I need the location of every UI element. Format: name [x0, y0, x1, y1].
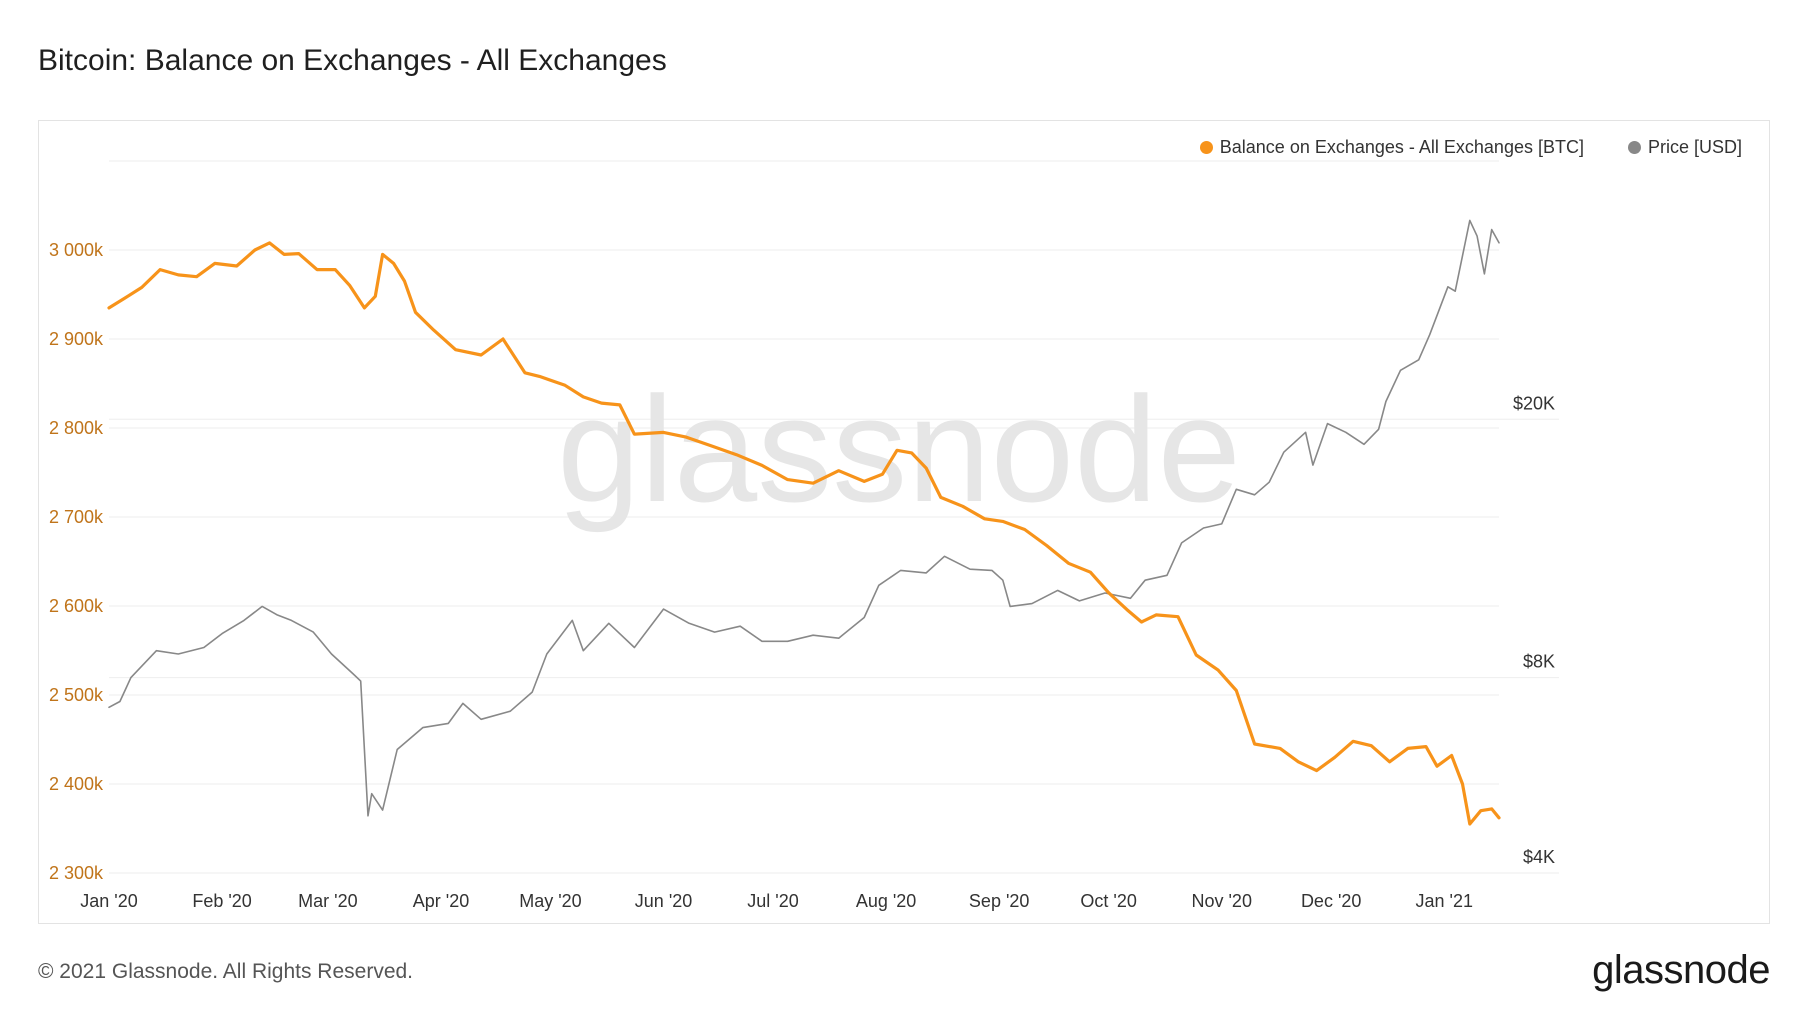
x-tick-label: Sep '20: [969, 891, 1030, 911]
legend-label-balance: Balance on Exchanges - All Exchanges [BT…: [1219, 137, 1584, 157]
page-title: Bitcoin: Balance on Exchanges - All Exch…: [38, 44, 667, 77]
legend-dot-balance: [1199, 141, 1213, 154]
chart: glassnode 2 300k 2 400k 2 500k 2 600k 2 700k…: [49, 160, 1559, 911]
chart-frame: glassnode 2 300k 2 400k 2 500k 2 600k 2 700k…: [38, 120, 1770, 924]
series-line-price: [108, 219, 1500, 817]
footer-copyright: © 2021 Glassnode. All Rights Reserved.: [38, 960, 414, 983]
y-axis-left: 2 300k 2 400k 2 500k 2 600k 2 700k 2 800k 2 90…: [49, 240, 104, 883]
x-tick-label: Jun '20: [635, 891, 692, 911]
y-tick-label-left: 2 800k: [49, 418, 104, 438]
legend-dot-price: [1627, 141, 1641, 154]
y-axis-right: $4K $8K $20K: [1513, 393, 1555, 867]
y-tick-label-left: 2 300k: [49, 863, 104, 883]
y-tick-label-left: 2 400k: [49, 774, 104, 794]
series-line-balance: [107, 241, 1501, 826]
legend: Balance on Exchanges - All Exchanges [BT…: [1199, 137, 1742, 158]
x-tick-label: Apr '20: [413, 891, 469, 911]
gridlines: [109, 160, 1559, 874]
series: [107, 219, 1501, 826]
legend-item-price[interactable]: Price [USD]: [1627, 137, 1742, 158]
y-tick-label-left: 2 700k: [49, 507, 104, 527]
x-tick-label: Aug '20: [856, 891, 917, 911]
glassnode-logo: glassnode: [1592, 948, 1770, 992]
y-tick-label-right: $20K: [1513, 393, 1555, 413]
x-tick-label: Jan '20: [80, 891, 137, 911]
x-tick-label: Feb '20: [192, 891, 251, 911]
y-tick-label-left: 2 900k: [49, 329, 104, 349]
x-tick-label: May '20: [519, 891, 581, 911]
y-tick-label-left: 2 600k: [49, 596, 104, 616]
x-tick-label: Mar '20: [298, 891, 357, 911]
y-tick-label-left: 2 500k: [49, 685, 104, 705]
y-tick-label-left: 3 000k: [49, 240, 104, 260]
y-tick-label-right: $4K: [1523, 847, 1555, 867]
legend-label-price: Price [USD]: [1647, 137, 1742, 157]
x-tick-label: Jan '21: [1416, 891, 1473, 911]
watermark: glassnode: [557, 365, 1241, 533]
x-axis: Jan '20 Feb '20 Mar '20 Apr '20 May '20 Jun '…: [80, 891, 1473, 911]
x-tick-label: Oct '20: [1080, 891, 1136, 911]
legend-item-balance[interactable]: Balance on Exchanges - All Exchanges [BT…: [1199, 137, 1584, 158]
x-tick-label: Jul '20: [747, 891, 798, 911]
x-tick-label: Nov '20: [1191, 891, 1251, 911]
y-tick-label-right: $8K: [1523, 652, 1555, 672]
x-tick-label: Dec '20: [1301, 891, 1361, 911]
